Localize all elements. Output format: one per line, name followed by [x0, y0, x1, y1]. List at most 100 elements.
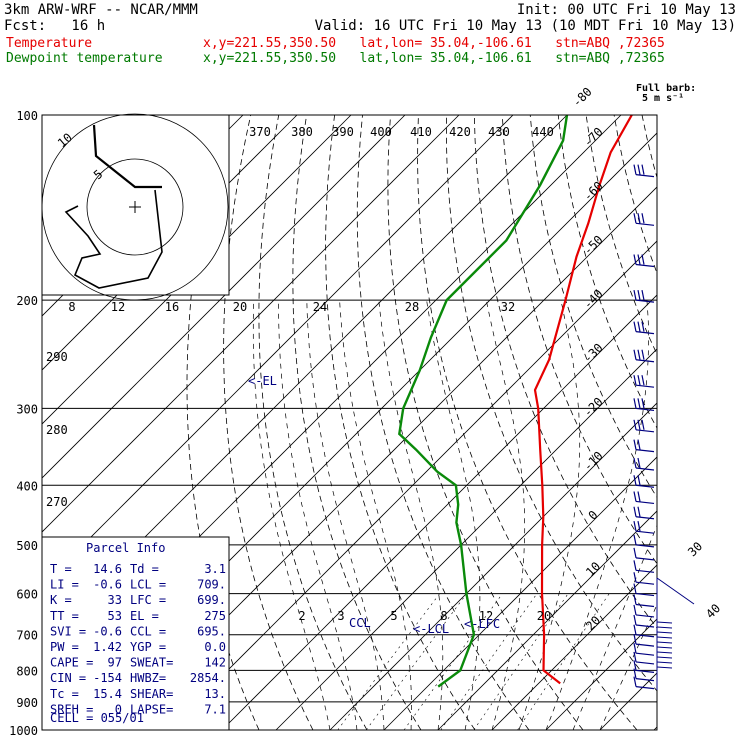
theta-label: 420 [449, 125, 471, 139]
parcel-field-label: SHEAR= [130, 687, 173, 701]
pressure-tick-label: 300 [16, 402, 38, 416]
model-title: 3km ARW-WRF -- NCAR/MMM [4, 2, 198, 18]
mixing-ratio-line [473, 593, 569, 730]
wind-barb-flag [633, 457, 637, 469]
wind-barb-lowlevel [656, 621, 673, 624]
wind-barb-staff [635, 330, 655, 335]
pressure-tick-label: 1000 [9, 724, 38, 738]
mixing-ratio-low-label: 8 [440, 609, 447, 623]
mixing-ratio-low-label: 5 [390, 609, 397, 623]
isotherm-label: -40 [581, 287, 606, 312]
isotherm-label: 40 [703, 601, 723, 621]
wind-barb-lowlevel [656, 646, 673, 649]
wind-barb-flag [633, 633, 637, 645]
moist-adiabat [278, 300, 358, 730]
parcel-field-label: PW = [50, 640, 79, 654]
wind-barb-flag [633, 594, 637, 605]
wind-barb-flag [633, 321, 637, 332]
wind-barb-staff [635, 516, 655, 520]
isotherm-line [329, 402, 657, 730]
wind-barb-staff [635, 407, 655, 412]
wind-barb-staff [635, 614, 655, 618]
wind-barb-flag [633, 643, 637, 654]
dry-adiabat [186, 115, 260, 730]
wind-barb-flag [633, 375, 637, 386]
wind-barb-staff [635, 581, 655, 585]
isotherm-label: -10 [581, 449, 606, 474]
parcel-field-label: CCL = [130, 624, 166, 638]
parcel-field-value: 709. [197, 578, 226, 592]
wind-barb-staff [635, 429, 655, 433]
wind-barb-staff [635, 685, 655, 690]
wind-barb-staff [635, 603, 655, 608]
mixing-ratio-line [517, 593, 610, 730]
parcel-field-value: 7.1 [204, 702, 226, 716]
theta-label: 430 [488, 125, 510, 139]
dewpoint-station-info: x,y=221.55,350.50 lat,lon= 35.04,-106.61… [203, 51, 665, 66]
pressure-tick-label: 400 [16, 479, 38, 493]
parcel-field-value: -0.6 [93, 578, 122, 592]
wind-barb-staff [635, 661, 655, 665]
wind-barb-staff [635, 263, 655, 268]
dewpoint-legend: Dewpoint temperature [6, 51, 163, 66]
wind-barb-flag [633, 572, 637, 583]
parcel-field-label: LI = [50, 578, 79, 592]
isotherm-line [42, 115, 352, 425]
dry-adiabat [356, 115, 530, 730]
parcel-field-label: Tc = [50, 687, 79, 701]
wind-barb-flag [641, 419, 645, 430]
plot-frame [41, 114, 658, 731]
isotherm-line [42, 115, 514, 587]
parcel-info-title: Parcel Info [86, 541, 165, 555]
wind-barb-staff [635, 652, 655, 656]
parcel-field-value: -154 [93, 671, 122, 685]
isotherm-line [42, 115, 460, 533]
wind-barb-staff [635, 569, 655, 573]
wind-barb-flag [641, 254, 645, 265]
wind-barb-flag [637, 375, 641, 386]
barb-legend-unit: 5 m s⁻¹ [642, 93, 685, 104]
left-theta-label: 280 [46, 423, 68, 437]
pressure-tick-label: 800 [16, 664, 38, 678]
wind-barb-staff [635, 500, 655, 505]
wind-barbs [633, 164, 695, 690]
wind-barb-flag [633, 213, 637, 224]
mixing-ratio-low-label: 3 [337, 609, 344, 623]
moist-adiabat [545, 300, 649, 730]
moist-adiabat [518, 300, 581, 730]
wind-barb-lowlevel [656, 656, 673, 659]
wind-barb-staff [635, 222, 655, 226]
left-theta-label: 290 [46, 350, 68, 364]
parcel-field-label: TT = [50, 609, 79, 623]
dry-adiabat [292, 115, 422, 730]
theta-label: 400 [370, 125, 392, 139]
wind-barb-flag [637, 254, 641, 265]
moist-adiabat [599, 604, 657, 730]
dry-adiabat [446, 115, 657, 692]
wind-barb-lowlevel [656, 631, 673, 634]
temperature-profile-line [533, 115, 633, 685]
left-theta-label: 270 [46, 495, 68, 509]
dewpoint-profile-line [398, 115, 569, 688]
wind-barb-flag [641, 398, 645, 409]
wind-barb-flag [637, 491, 641, 502]
wind-barb-flag [641, 164, 645, 175]
init-time: Init: 00 UTC Fri 10 May 13 [516, 2, 736, 18]
wind-barb-staff [635, 624, 655, 628]
moist-adiabat [572, 524, 657, 730]
wind-barb-flag [633, 624, 637, 635]
wind-barb-flag [637, 398, 641, 409]
wind-barb-flag [633, 164, 637, 175]
parcel-cell: CELL = 055/01 [50, 711, 144, 725]
parcel-field-value: 97 [108, 656, 122, 670]
hodograph-ring-5 [86, 158, 184, 256]
dry-adiabat [726, 115, 740, 730]
parcel-field-value: 275 [204, 609, 226, 623]
wind-barb-staff [635, 557, 655, 561]
wind-barb-flag [633, 254, 637, 265]
wind-barb-flag [633, 547, 637, 559]
parcel-field-value: 142 [204, 656, 226, 670]
theta-label: 390 [332, 125, 354, 139]
parcel-field-value: 15.4 [93, 687, 122, 701]
